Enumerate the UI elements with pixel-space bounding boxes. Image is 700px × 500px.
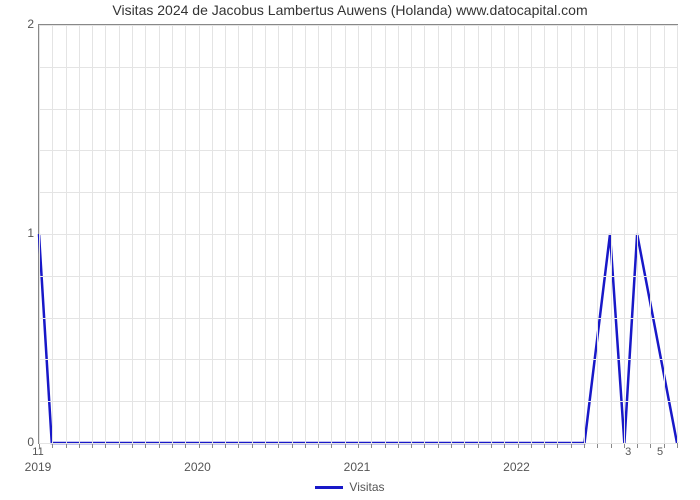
y-tick-label: 0 xyxy=(4,435,34,449)
grid-h xyxy=(39,359,677,360)
grid-h xyxy=(39,318,677,319)
grid-h xyxy=(39,234,677,235)
plot-area xyxy=(38,24,678,444)
x-tick-label: 2019 xyxy=(25,460,52,474)
grid-h xyxy=(39,109,677,110)
legend-label: Visitas xyxy=(349,480,384,494)
x-tick-label: 2022 xyxy=(503,460,530,474)
grid-v xyxy=(677,25,678,443)
x-tick-label: 2020 xyxy=(184,460,211,474)
grid-h xyxy=(39,276,677,277)
x-tick-label: 2021 xyxy=(344,460,371,474)
x-tick-mark xyxy=(677,443,678,448)
grid-h xyxy=(39,25,677,26)
grid-h xyxy=(39,150,677,151)
grid-h xyxy=(39,67,677,68)
below-axis-label: 5 xyxy=(657,446,663,458)
below-axis-label: 11 xyxy=(32,446,43,458)
grid-h xyxy=(39,192,677,193)
y-tick-label: 1 xyxy=(4,226,34,240)
visits-line-chart: Visitas 2024 de Jacobus Lambertus Auwens… xyxy=(0,0,700,500)
grid-h xyxy=(39,443,677,444)
chart-title: Visitas 2024 de Jacobus Lambertus Auwens… xyxy=(0,2,700,18)
legend-swatch xyxy=(315,486,343,489)
legend: Visitas xyxy=(0,480,700,494)
below-axis-label: 3 xyxy=(625,446,631,458)
grid-h xyxy=(39,401,677,402)
y-tick-label: 2 xyxy=(4,17,34,31)
